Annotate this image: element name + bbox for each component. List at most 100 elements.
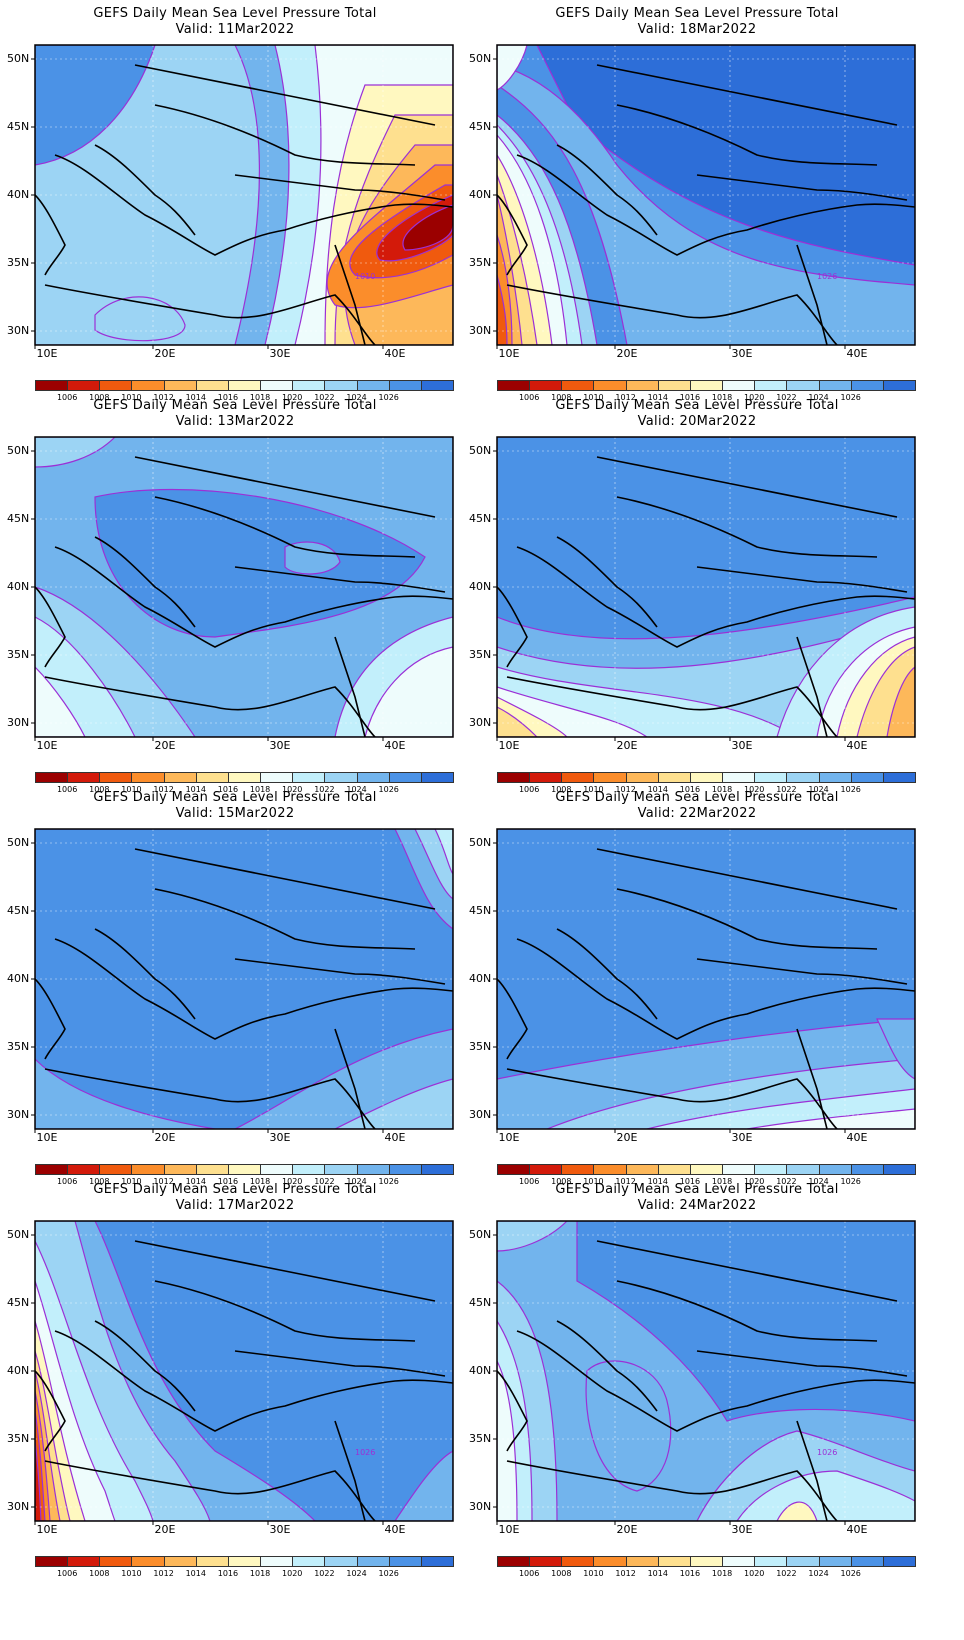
pressure-band [94,488,426,638]
colorbar-swatch [99,772,133,783]
colorbar-label: 1008 [89,393,110,402]
colorbar-swatch [561,772,595,783]
colorbar-swatch [786,380,820,391]
colorbar-label: 1012 [615,785,636,794]
coastline [94,1320,196,1412]
colorbar-swatch [529,772,563,783]
longitude-label: 10E [498,739,520,752]
colorbar-swatch [163,1556,197,1567]
pressure-band [736,1470,915,1521]
colorbar-label: 1012 [615,393,636,402]
colorbar: 1006 1008 1010 1012 1014 1016 1018 1020 1022 1024… [497,380,925,402]
colorbar-swatch [227,1164,262,1175]
contour-label: 1026 [817,1448,837,1457]
colorbar-swatch [625,1556,659,1567]
colorbar-label: 1006 [518,1569,540,1578]
colorbar-label: 1024 [808,1569,829,1578]
coastline [506,1068,838,1129]
pressure-map: 1026 [493,44,916,349]
longitude-label: 10E [36,739,58,752]
coastline [44,1460,376,1521]
panel-valid-date: Valid: 11Mar2022 [175,22,295,37]
map-panel: GEFS Daily Mean Sea Level Pressure Total… [462,392,932,794]
panel-title: GEFS Daily Mean Sea Level Pressure Total [93,6,377,21]
coastline [134,456,436,518]
colorbar-swatch [227,1556,262,1567]
colorbar-swatch [625,380,659,391]
colorbar-swatch [260,380,294,391]
colorbar-swatch [388,1556,422,1567]
colorbar: 1006 1008 1010 1012 1014 1016 1018 1020 1022 1024… [35,1164,463,1186]
coastline [696,958,908,985]
colorbar: 1006 1008 1010 1012 1014 1016 1018 1020 1022 1024… [497,1556,925,1578]
coastline [334,1420,366,1521]
colorbar-swatch [593,772,627,783]
coastline [54,154,453,256]
colorbar-swatch [593,1164,627,1175]
colorbar-label: 1020 [282,785,303,794]
colorbar-label: 1026 [378,785,399,794]
colorbar-label: 1016 [679,1569,701,1578]
colorbar-label: 1014 [185,785,206,794]
pressure-band [434,829,453,875]
colorbar-swatch [529,380,563,391]
colorbar-swatch [818,772,852,783]
latitude-label: 45N [7,1296,30,1309]
latitude-label: 30N [7,1108,30,1121]
colorbar-label: 1022 [776,785,797,794]
colorbar-label: 1010 [121,393,142,402]
colorbar-swatch [786,772,820,783]
colorbar-swatch [67,380,101,391]
colorbar-label: 1020 [744,785,765,794]
latitude-label: 40N [469,972,492,985]
longitude-label: 10E [36,1131,58,1144]
colorbar-label: 1026 [840,393,861,402]
colorbar-label: 1012 [153,1569,174,1578]
latitude-label: 40N [469,580,492,593]
latitude-label: 50N [7,1228,30,1241]
coastline [54,1330,453,1432]
longitude-label: 10E [498,1523,520,1536]
latitude-label: 30N [7,1500,30,1513]
latitude-label: 45N [469,512,492,525]
colorbar-swatch [131,1556,165,1567]
colorbar-swatch [786,1556,820,1567]
coastline [154,496,416,558]
coastline [94,536,196,628]
coastline [44,284,376,345]
panel-valid-date: Valid: 15Mar2022 [175,806,295,821]
longitude-label: 10E [498,1131,520,1144]
panel-title: GEFS Daily Mean Sea Level Pressure Total [93,1182,377,1197]
coastline [154,1280,416,1342]
pressure-map: 1026 [31,1220,454,1525]
coastline [516,546,915,648]
pressure-band [497,64,915,345]
pressure-band [284,541,341,575]
colorbar-label: 1008 [89,1569,110,1578]
colorbar-label: 1012 [153,785,174,794]
colorbar-label: 1016 [679,393,701,402]
colorbar-swatch [260,1164,294,1175]
colorbar-swatch [497,380,531,391]
coastline [506,676,838,737]
colorbar-swatch [818,380,852,391]
colorbar-swatch [561,380,595,391]
colorbar-swatch [163,772,197,783]
colorbar-label: 1012 [153,393,174,402]
panel-title: GEFS Daily Mean Sea Level Pressure Total [555,6,839,21]
latitude-label: 30N [469,1108,492,1121]
colorbar-swatch [689,380,724,391]
latitude-label: 45N [469,1296,492,1309]
latitude-label: 35N [469,648,492,661]
colorbar-label: 1006 [56,785,78,794]
coastline [616,888,878,950]
colorbar-swatch [561,1556,595,1567]
latitude-label: 30N [469,324,492,337]
colorbar-label: 1006 [56,393,78,402]
colorbar-label: 1020 [282,393,303,402]
colorbar-label: 1022 [314,1177,335,1186]
colorbar-swatch [260,1556,294,1567]
colorbar-swatch [850,380,884,391]
longitude-label: 30E [731,1523,753,1536]
coastline [616,1280,878,1342]
